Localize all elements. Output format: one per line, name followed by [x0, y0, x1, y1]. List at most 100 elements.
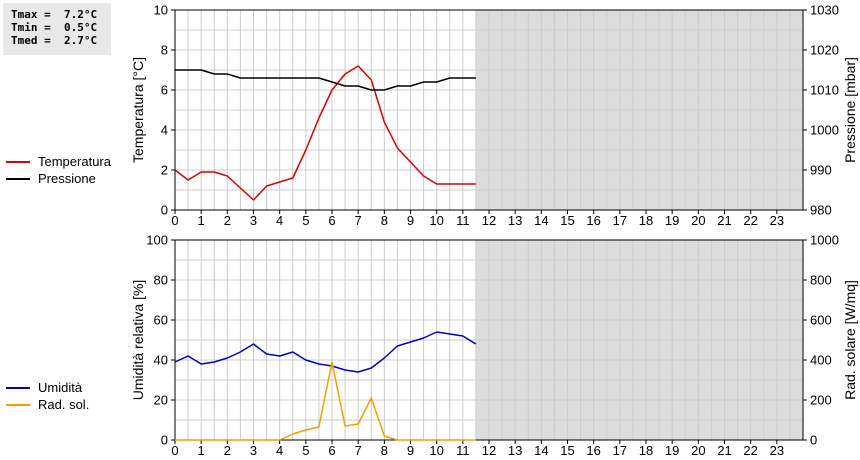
x-tick-label: 17 [613, 213, 627, 228]
x-tick-label: 5 [302, 213, 309, 228]
x-tick-label: 3 [250, 213, 257, 228]
y2-tick-label: 980 [810, 203, 832, 218]
x-tick-label: 16 [586, 443, 600, 458]
x-tick-label: 21 [717, 213, 731, 228]
y-tick-label: 20 [154, 393, 168, 408]
x-tick-label: 20 [691, 443, 705, 458]
x-tick-label: 9 [407, 443, 414, 458]
x-tick-label: 4 [276, 213, 283, 228]
x-tick-label: 7 [355, 213, 362, 228]
y-tick-label: 80 [154, 273, 168, 288]
chart-panel-1: 0 1 2 3 4 5 6 7 8 9 10 11 12 13 14 15 16 17 18 19 20 21 22 2302… [130, 3, 858, 229]
y-tick-label: 10 [154, 3, 168, 18]
x-tick-label: 12 [482, 443, 496, 458]
y-tick-label: 0 [161, 203, 168, 218]
x-tick-label: 13 [508, 213, 522, 228]
legend-item-pressione: Pressione [6, 170, 111, 187]
x-tick-label: 1 [198, 213, 205, 228]
x-tick-label: 0 [171, 443, 178, 458]
x-tick-label: 10 [429, 213, 443, 228]
y2-tick-label: 1000 [810, 123, 839, 138]
y-tick-label: 8 [161, 43, 168, 58]
legend-item-rad-sol: Rad. sol. [6, 396, 89, 413]
y-axis-title: Umidità relativa [%] [130, 280, 146, 401]
x-tick-label: 11 [456, 213, 470, 228]
y-tick-label: 40 [154, 353, 168, 368]
x-tick-label: 8 [381, 443, 388, 458]
x-tick-label: 3 [250, 443, 257, 458]
x-tick-label: 2 [224, 213, 231, 228]
legend-swatch-temperatura [6, 160, 30, 163]
y2-tick-label: 800 [810, 273, 832, 288]
legend-top: Temperatura Pressione [6, 153, 111, 187]
y-tick-label: 100 [146, 233, 168, 248]
x-tick-label: 16 [586, 213, 600, 228]
x-tick-label: 13 [508, 443, 522, 458]
x-tick-label: 19 [665, 213, 679, 228]
x-tick-label: 22 [743, 443, 757, 458]
x-tick-label: 0 [171, 213, 178, 228]
x-tick-label: 10 [429, 443, 443, 458]
legend-swatch-umidita [6, 386, 30, 389]
y2-tick-label: 0 [810, 433, 817, 448]
x-tick-label: 22 [743, 213, 757, 228]
x-tick-label: 8 [381, 213, 388, 228]
series-line-pressione [175, 69, 476, 91]
x-tick-label: 5 [302, 443, 309, 458]
x-tick-label: 20 [691, 213, 705, 228]
tmed-readout: Tmed = 2.7°C [11, 34, 98, 47]
stats-box: Tmax = 7.2°C Tmin = 0.5°C Tmed = 2.7°C [3, 3, 111, 55]
y2-tick-label: 400 [810, 353, 832, 368]
series-line-temperatura [174, 65, 476, 201]
chart-panel-2: 0 1 2 3 4 5 6 7 8 9 10 11 12 13 14 15 16 17 18 19 20 21 22 2302… [130, 233, 858, 459]
series-line-rad-sol [175, 361, 476, 441]
x-tick-label: 14 [534, 443, 548, 458]
x-tick-label: 4 [276, 443, 283, 458]
y2-tick-label: 200 [810, 393, 832, 408]
x-tick-label: 18 [639, 443, 653, 458]
x-tick-label: 6 [328, 213, 335, 228]
y-axis-title: Temperatura [°C] [130, 57, 146, 163]
y2-axis-title: Pressione [mbar] [842, 57, 858, 163]
x-tick-label: 6 [328, 443, 335, 458]
series-line-umidit [174, 331, 477, 373]
y2-tick-label: 1030 [810, 3, 839, 18]
x-tick-label: 12 [482, 213, 496, 228]
legend-swatch-pressione [6, 177, 30, 180]
y-tick-label: 6 [161, 83, 168, 98]
x-tick-label: 2 [224, 443, 231, 458]
x-tick-label: 9 [407, 213, 414, 228]
tmin-readout: Tmin = 0.5°C [11, 21, 98, 34]
x-tick-label: 7 [355, 443, 362, 458]
y2-axis-title: Rad. solare [W/mq] [842, 280, 858, 400]
legend-label-pressione: Pressione [38, 171, 96, 186]
legend-label-temperatura: Temperatura [38, 154, 111, 169]
x-tick-label: 1 [198, 443, 205, 458]
x-tick-label: 11 [456, 443, 470, 458]
y2-tick-label: 1020 [810, 43, 839, 58]
y2-tick-label: 600 [810, 313, 832, 328]
x-tick-label: 23 [770, 213, 784, 228]
y-tick-label: 60 [154, 313, 168, 328]
legend-item-temperatura: Temperatura [6, 153, 111, 170]
y2-tick-label: 990 [810, 163, 832, 178]
x-tick-label: 23 [770, 443, 784, 458]
x-tick-label: 17 [613, 443, 627, 458]
y-tick-label: 4 [161, 123, 168, 138]
x-tick-label: 15 [560, 443, 574, 458]
legend-label-rad-sol: Rad. sol. [38, 397, 90, 412]
y-tick-label: 2 [161, 163, 168, 178]
y-tick-label: 0 [161, 433, 168, 448]
legend-swatch-rad-sol [6, 403, 30, 406]
legend-bottom: Umidità Rad. sol. [6, 379, 89, 413]
x-tick-label: 19 [665, 443, 679, 458]
y2-tick-label: 1000 [810, 233, 839, 248]
legend-label-umidita: Umidità [38, 380, 83, 395]
x-tick-label: 14 [534, 213, 548, 228]
tmax-readout: Tmax = 7.2°C [11, 8, 98, 21]
legend-item-umidita: Umidità [6, 379, 89, 396]
y2-tick-label: 1010 [810, 83, 839, 98]
x-tick-label: 21 [717, 443, 731, 458]
x-tick-label: 18 [639, 213, 653, 228]
